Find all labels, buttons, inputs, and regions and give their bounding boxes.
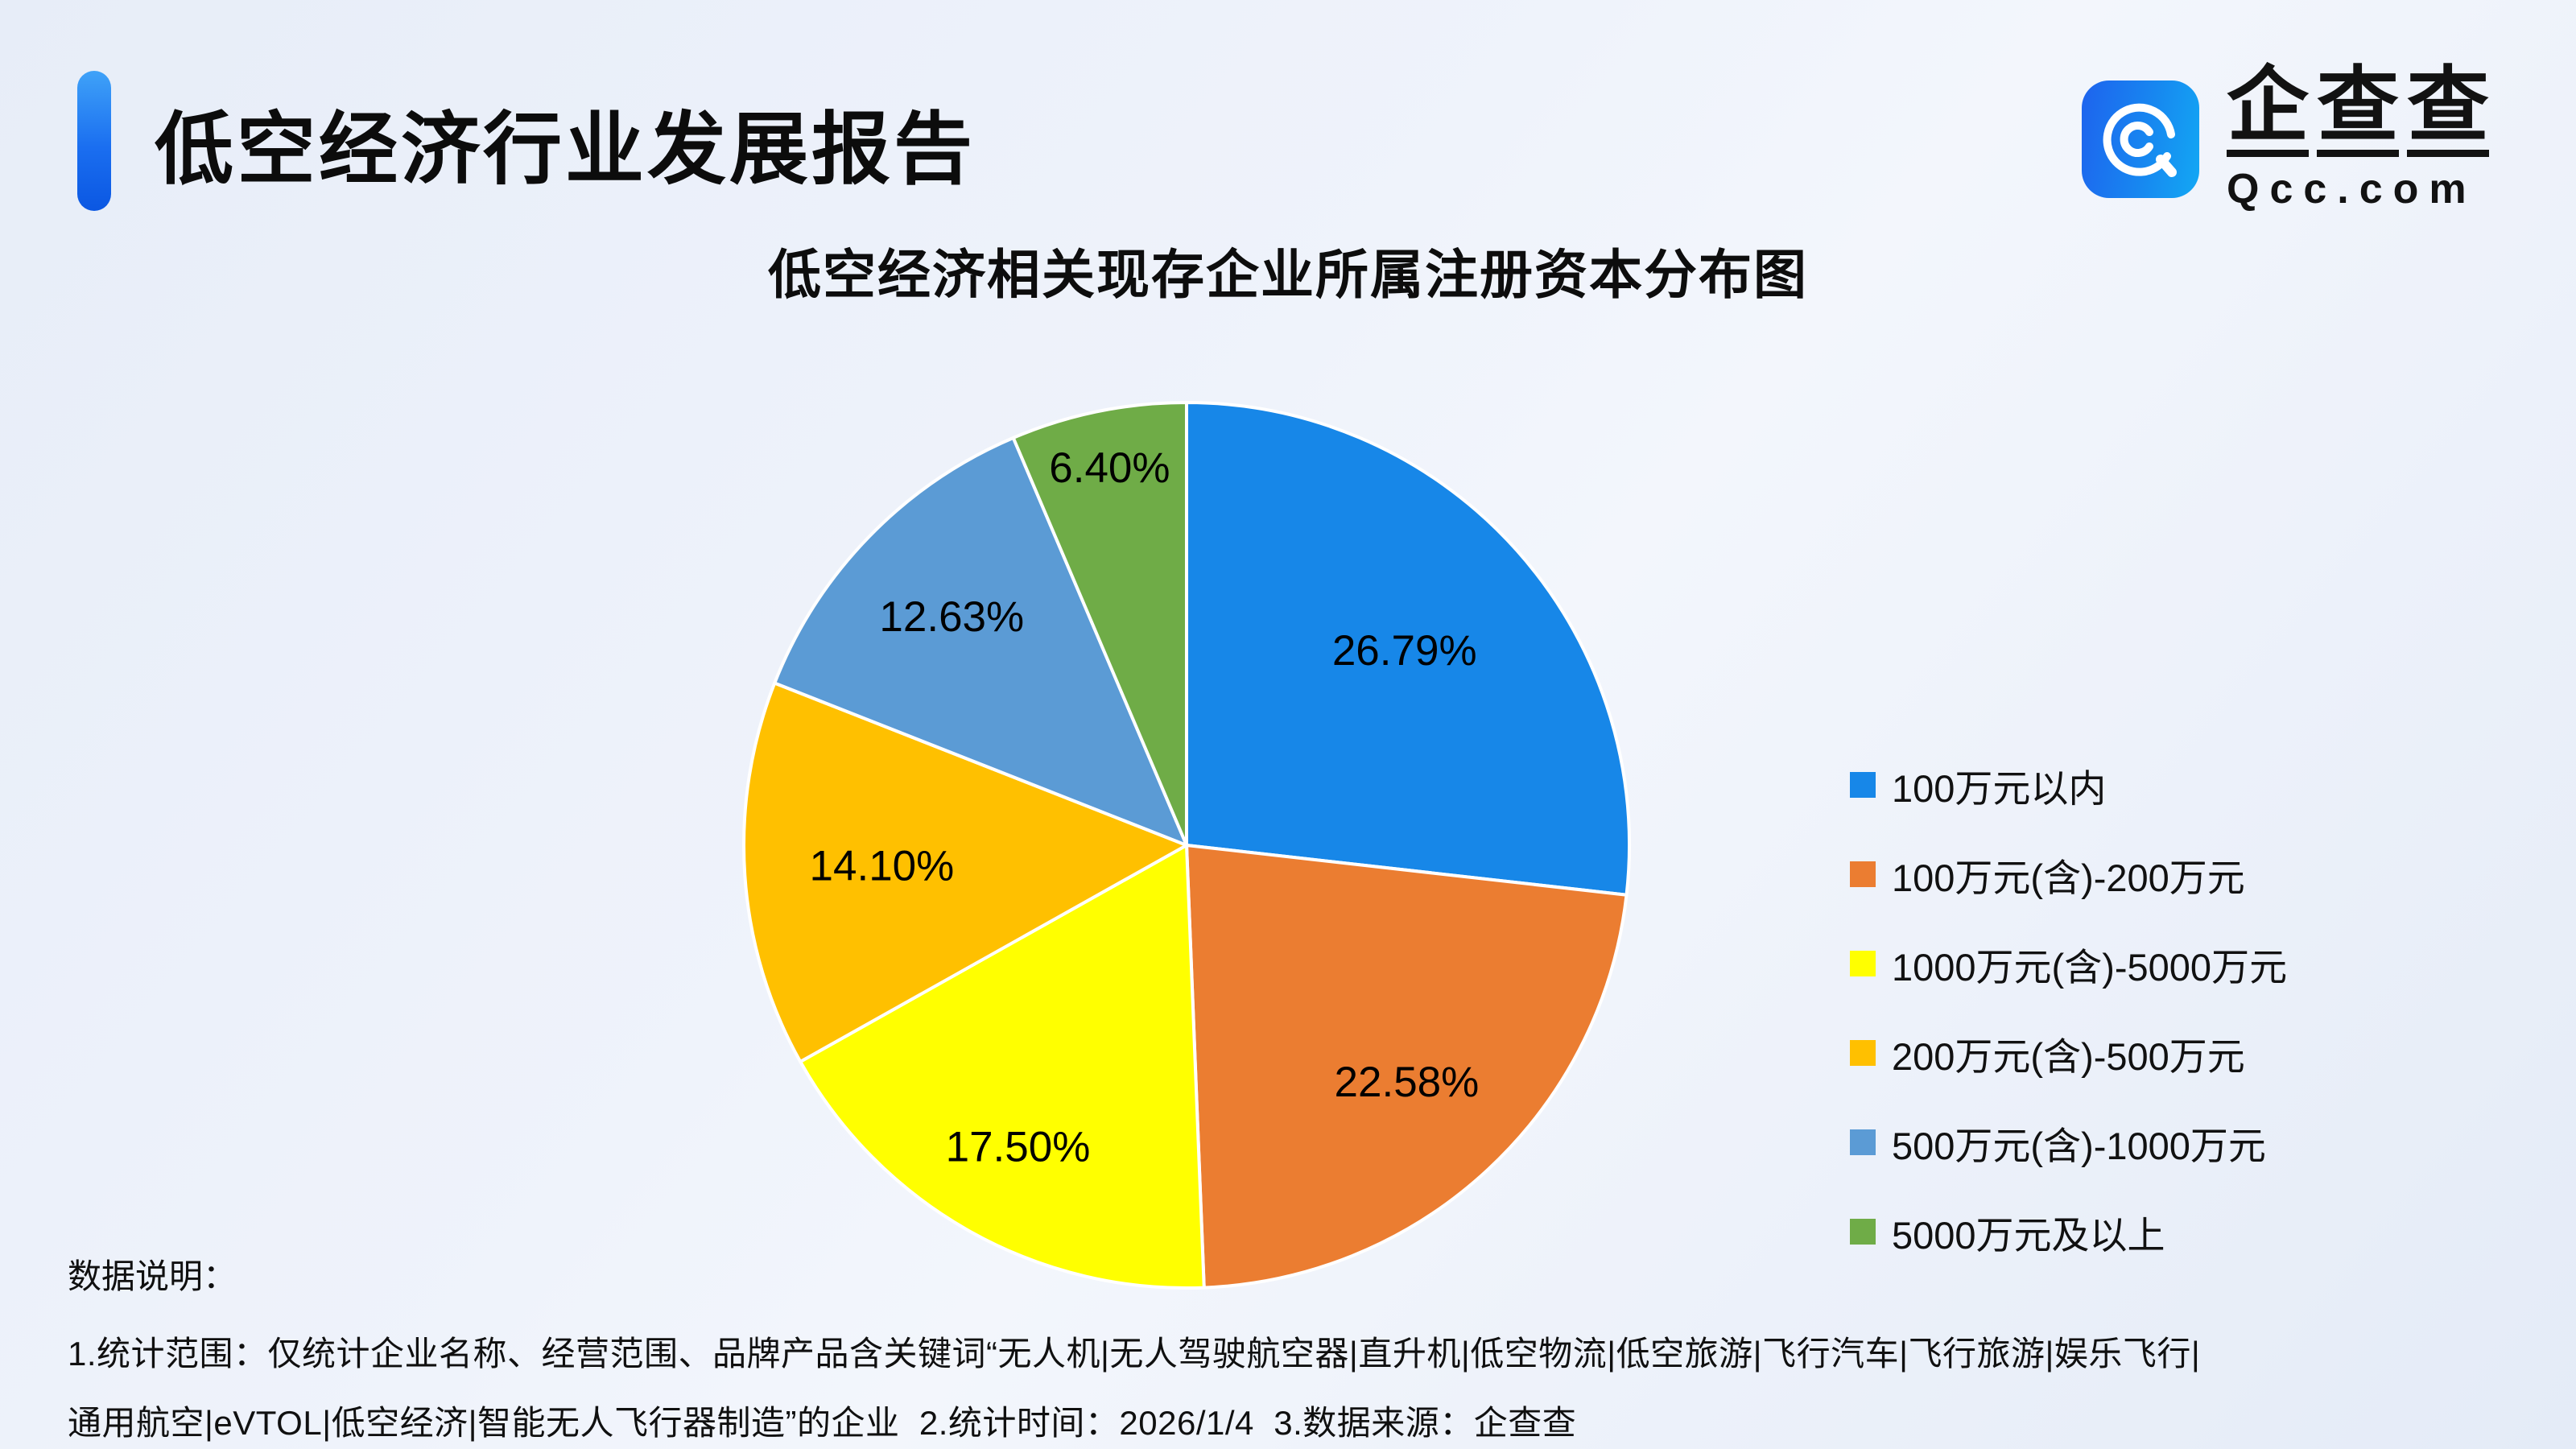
legend-swatch-icon xyxy=(1850,1040,1876,1066)
legend-swatch-icon xyxy=(1850,1219,1876,1245)
legend-item-5[interactable]: 5000万元及以上 xyxy=(1850,1210,2287,1257)
note-line-1: 1.统计范围：仅统计企业名称、经营范围、品牌产品含关键词“无人机|无人驾驶航空器… xyxy=(68,1335,2201,1373)
qcc-logo-icon xyxy=(2082,80,2199,198)
pie-slice-4[interactable] xyxy=(773,436,1188,847)
qcc-logo-name: 企 查 查 xyxy=(2227,64,2489,157)
legend-item-0[interactable]: 100万元以内 xyxy=(1850,763,2287,810)
qcc-q-glyph xyxy=(2103,103,2177,177)
qcc-logo-text: 企 查 查 Qcc.com xyxy=(2227,64,2489,213)
legend-swatch-icon xyxy=(1850,861,1876,887)
legend-label: 1000万元(含)-5000万元 xyxy=(1892,945,2288,989)
pie-label-5: 6.40% xyxy=(1049,444,1170,492)
legend-item-4[interactable]: 500万元(含)-1000万元 xyxy=(1850,1121,2287,1167)
legend-swatch-icon xyxy=(1850,1129,1876,1155)
pie-slice-5[interactable] xyxy=(1011,401,1188,847)
pie-slice-1[interactable] xyxy=(1185,844,1629,1290)
pie-label-1: 22.58% xyxy=(1335,1059,1480,1106)
legend-item-2[interactable]: 1000万元(含)-5000万元 xyxy=(1850,942,2287,989)
chart-legend: 100万元以内 100万元(含)-200万元 1000万元(含)-5000万元 200… xyxy=(1850,763,2287,1257)
legend-label: 100万元(含)-200万元 xyxy=(1892,856,2245,899)
notes-heading: 数据说明： xyxy=(68,1257,237,1295)
pie-chart: 26.79% 22.58% 17.50% 14.10% 12.63% 6.40% xyxy=(742,401,1631,1290)
logo-char: 查 xyxy=(2317,64,2399,157)
note-line-2: 通用航空|eVTOL|低空经济|智能无人飞行器制造”的企业 2.统计时间：202… xyxy=(68,1404,1577,1442)
legend-swatch-icon xyxy=(1850,951,1876,976)
legend-label: 100万元以内 xyxy=(1892,766,2107,810)
legend-label: 5000万元及以上 xyxy=(1892,1213,2165,1257)
pie-label-2: 17.50% xyxy=(946,1123,1091,1170)
logo-char: 查 xyxy=(2407,64,2489,157)
pie-slice-3[interactable] xyxy=(742,681,1188,1063)
pie-label-3: 14.10% xyxy=(810,843,955,890)
pie-label-0: 26.79% xyxy=(1332,627,1477,675)
pie-slice-0[interactable] xyxy=(1185,401,1631,897)
pie-slice-2[interactable] xyxy=(799,844,1206,1290)
title-accent-bar xyxy=(77,71,111,211)
qcc-logo: 企 查 查 Qcc.com xyxy=(2082,64,2489,213)
qcc-logo-domain: Qcc.com xyxy=(2227,166,2477,213)
legend-label: 500万元(含)-1000万元 xyxy=(1892,1124,2266,1167)
logo-char: 企 xyxy=(2227,64,2309,157)
legend-item-3[interactable]: 200万元(含)-500万元 xyxy=(1850,1031,2287,1078)
legend-item-1[interactable]: 100万元(含)-200万元 xyxy=(1850,852,2287,899)
chart-title: 低空经济相关现存企业所属注册资本分布图 xyxy=(768,245,1808,304)
legend-swatch-icon xyxy=(1850,772,1876,798)
legend-label: 200万元(含)-500万元 xyxy=(1892,1034,2245,1078)
page-title: 低空经济行业发展报告 xyxy=(155,105,976,193)
pie-label-4: 12.63% xyxy=(879,593,1024,641)
